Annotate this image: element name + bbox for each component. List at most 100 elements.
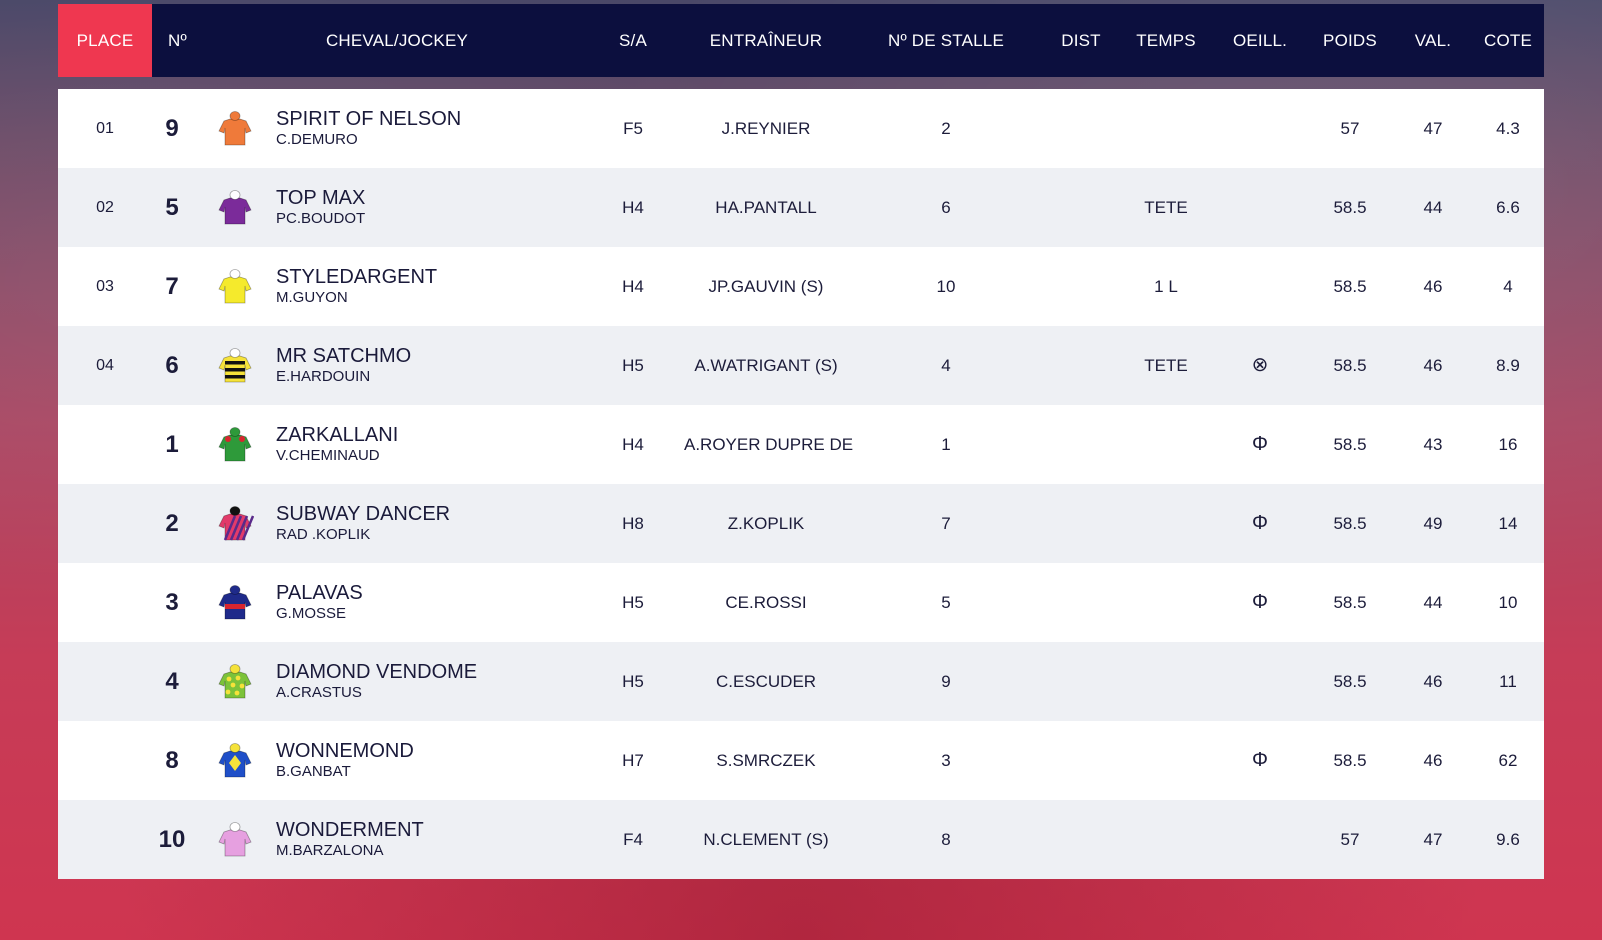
column-header-horse-jockey[interactable]: CHEVAL/JOCKEY <box>325 30 469 50</box>
jockey-name[interactable]: B.GANBAT <box>276 763 351 781</box>
column-header-trainer[interactable]: ENTRAÎNEUR <box>709 30 823 50</box>
value-cell: 49 <box>1423 513 1443 533</box>
horse-name[interactable]: TOP MAX <box>276 187 366 210</box>
trainer-cell[interactable]: CE.ROSSI <box>725 592 807 612</box>
trainer-cell[interactable]: S.SMRCZEK <box>716 750 816 770</box>
runner-row[interactable]: 3 PALAVAS G.MOSSE H5 CE.ROSSI 5 Φ 58.5 4… <box>58 563 1544 642</box>
saddle-number-cell: 4 <box>152 642 212 721</box>
column-header-weight[interactable]: POIDS <box>1323 30 1377 50</box>
sex-age-cell: H5 <box>622 671 644 691</box>
blinkers-cell <box>1214 168 1306 247</box>
distance-cell <box>1044 405 1118 484</box>
runner-row[interactable]: 8 WONNEMOND B.GANBAT H7 S.SMRCZEK 3 Φ 58… <box>58 721 1544 800</box>
distance-cell <box>1044 721 1118 800</box>
runner-row[interactable]: 01 9 SPIRIT OF NELSON C.DEMURO F5 J.REYN… <box>58 89 1544 168</box>
time-cell <box>1118 800 1214 879</box>
jockey-silk-icon <box>218 742 252 777</box>
runner-row[interactable]: 2 SUBWAY DANCER RAD .KOPLIK H8 Z.KOPLIK … <box>58 484 1544 563</box>
horse-name[interactable]: MR SATCHMO <box>276 345 412 368</box>
runner-row[interactable]: 02 5 TOP MAX PC.BOUDOT H4 HA.PANTALL 6 T… <box>58 168 1544 247</box>
horse-name[interactable]: STYLEDARGENT <box>276 266 438 289</box>
saddle-number-cell: 6 <box>152 326 212 405</box>
column-header-sex-age[interactable]: S/A <box>618 30 647 50</box>
trainer-cell[interactable]: Z.KOPLIK <box>727 513 805 533</box>
jockey-name[interactable]: RAD .KOPLIK <box>276 526 371 544</box>
column-header-time[interactable]: TEMPS <box>1136 30 1196 50</box>
runner-row[interactable]: 4 DIAMOND VENDOME A.CRASTUS H5 C.ESCUDER… <box>58 642 1544 721</box>
horse-name[interactable]: DIAMOND VENDOME <box>276 661 478 684</box>
horse-name[interactable]: SUBWAY DANCER <box>276 503 451 526</box>
sex-age-cell: H7 <box>622 750 644 770</box>
stall-cell: 8 <box>941 829 951 849</box>
blinkers-cell <box>1214 247 1306 326</box>
jockey-silk-icon <box>218 110 252 145</box>
trainer-cell[interactable]: JP.GAUVIN (S) <box>708 276 824 296</box>
jockey-name[interactable]: C.DEMURO <box>276 131 358 149</box>
jockey-name[interactable]: G.MOSSE <box>276 605 347 623</box>
horse-jockey-cell: DIAMOND VENDOME A.CRASTUS <box>212 642 582 721</box>
column-header-value[interactable]: VAL. <box>1414 30 1452 50</box>
jockey-name[interactable]: PC.BOUDOT <box>276 210 366 228</box>
jockey-name[interactable]: M.BARZALONA <box>276 842 384 860</box>
blinkers-icon: Φ <box>1252 433 1268 455</box>
column-header-odds[interactable]: COTE <box>1483 30 1533 50</box>
horse-name[interactable]: WONDERMENT <box>276 819 424 842</box>
weight-cell: 58.5 <box>1333 750 1367 770</box>
jockey-name[interactable]: A.CRASTUS <box>276 684 362 702</box>
sex-age-cell: H4 <box>622 276 644 296</box>
jockey-name[interactable]: V.CHEMINAUD <box>276 447 380 465</box>
odds-cell: 4 <box>1503 276 1513 296</box>
trainer-cell[interactable]: A.WATRIGANT (S) <box>694 355 838 375</box>
blinkers-icon: ⊗ <box>1251 354 1269 376</box>
horse-jockey-wrap: TOP MAX PC.BOUDOT <box>212 187 582 227</box>
sex-age-cell: F4 <box>623 829 643 849</box>
trainer-cell[interactable]: HA.PANTALL <box>715 197 817 217</box>
jockey-name[interactable]: M.GUYON <box>276 289 348 307</box>
stall-cell: 2 <box>941 118 951 138</box>
saddle-number: 7 <box>165 272 179 300</box>
stall-cell: 6 <box>941 197 951 217</box>
blinkers-cell <box>1214 800 1306 879</box>
value-cell: 46 <box>1423 355 1443 375</box>
stall-cell: 3 <box>941 750 951 770</box>
place-cell <box>58 800 152 879</box>
horse-jockey-cell: MR SATCHMO E.HARDOUIN <box>212 326 582 405</box>
column-header-distance[interactable]: DIST <box>1061 30 1101 50</box>
trainer-cell[interactable]: A.ROYER DUPRE DE <box>684 434 854 454</box>
table-body: 01 9 SPIRIT OF NELSON C.DEMURO F5 J.REYN… <box>58 77 1544 879</box>
column-header-stall[interactable]: Nº DE STALLE <box>888 30 1004 50</box>
column-header-blinkers[interactable]: OEILL. <box>1232 30 1288 50</box>
stall-cell: 9 <box>941 671 951 691</box>
column-header-number[interactable]: Nº <box>168 30 187 50</box>
jockey-silk-icon <box>218 505 254 540</box>
distance-cell <box>1044 484 1118 563</box>
saddle-number-cell: 2 <box>152 484 212 563</box>
horse-name[interactable]: ZARKALLANI <box>276 424 399 447</box>
distance-cell <box>1044 563 1118 642</box>
horse-jockey-text: STYLEDARGENT M.GUYON <box>276 266 437 306</box>
stall-cell: 4 <box>941 355 951 375</box>
jockey-silk-icon <box>218 347 252 382</box>
horse-name[interactable]: PALAVAS <box>276 582 363 605</box>
value-cell: 44 <box>1423 592 1443 612</box>
saddle-number: 9 <box>165 114 179 142</box>
trainer-cell[interactable]: N.CLEMENT (S) <box>703 829 829 849</box>
runner-row[interactable]: 04 6 MR SATCHMO E.HARDOUIN H5 A.WATRIGAN… <box>58 326 1544 405</box>
saddle-number-cell: 8 <box>152 721 212 800</box>
column-header-place[interactable]: PLACE <box>58 4 152 77</box>
horse-name[interactable]: SPIRIT OF NELSON <box>276 108 462 131</box>
distance-cell <box>1044 642 1118 721</box>
odds-cell: 62 <box>1498 750 1518 770</box>
runner-row[interactable]: 10 WONDERMENT M.BARZALONA F4 N.CLEMENT (… <box>58 800 1544 879</box>
horse-jockey-wrap: SUBWAY DANCER RAD .KOPLIK <box>212 503 582 543</box>
runner-row[interactable]: 1 ZARKALLANI V.CHEMINAUD H4 A.ROYER DUPR… <box>58 405 1544 484</box>
trainer-cell[interactable]: C.ESCUDER <box>715 671 817 691</box>
blinkers-cell <box>1214 642 1306 721</box>
horse-name[interactable]: WONNEMOND <box>276 740 414 763</box>
saddle-number: 3 <box>165 588 179 616</box>
runner-row[interactable]: 03 7 STYLEDARGENT M.GUYON H4 JP.GAUVIN (… <box>58 247 1544 326</box>
trainer-cell[interactable]: J.REYNIER <box>721 118 811 138</box>
jockey-silk-icon <box>218 426 252 461</box>
time-cell <box>1118 721 1214 800</box>
jockey-name[interactable]: E.HARDOUIN <box>276 368 371 386</box>
